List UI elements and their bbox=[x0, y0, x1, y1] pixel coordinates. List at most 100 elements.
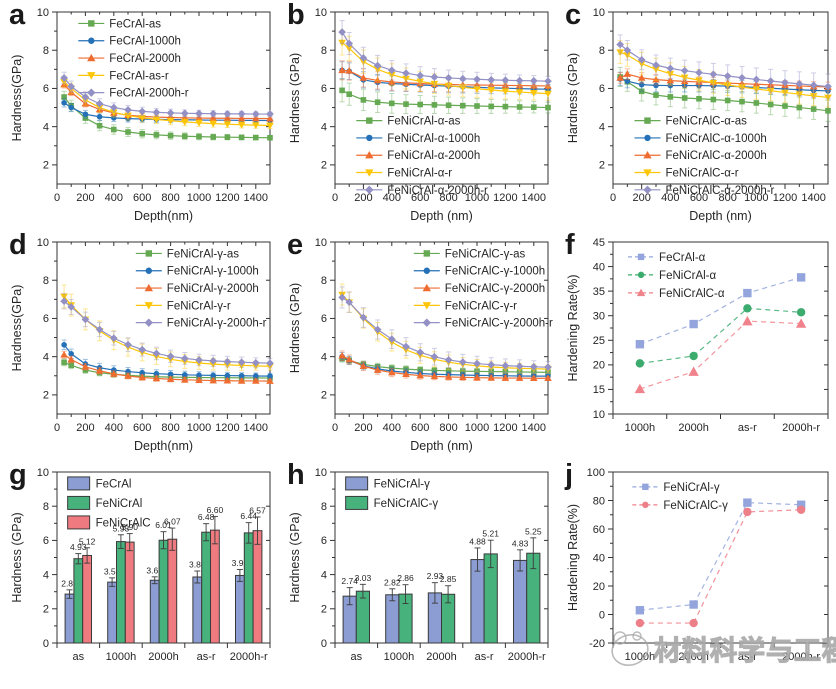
svg-text:1200: 1200 bbox=[215, 192, 239, 204]
svg-text:Hardening Rate(%): Hardening Rate(%) bbox=[566, 275, 580, 382]
svg-text:0: 0 bbox=[54, 192, 60, 204]
series-FeNiCrAlC: 5.12 5.90 6.07 6.60 6.57 bbox=[79, 505, 266, 644]
svg-text:80: 80 bbox=[593, 495, 605, 507]
svg-text:600: 600 bbox=[133, 422, 151, 434]
panel-f: 10 15 20 25 30 35 40 45 1000h 2000h as-r 2000h-r Har… bbox=[556, 230, 836, 460]
panel-f-letter: f bbox=[565, 229, 575, 261]
series-FeNiCrAlC-γ bbox=[635, 505, 806, 628]
series-FeNiCrAlC-α bbox=[634, 315, 807, 394]
error-bar bbox=[169, 527, 176, 551]
svg-text:8: 8 bbox=[321, 275, 327, 287]
legend: FeNiCrAl-γ FeNiCrAlC-γ bbox=[632, 482, 728, 512]
panel-d: 2 4 6 8 10 0 200 400 600 800 1000 1200 1400 Depth(nm)… bbox=[0, 230, 278, 460]
svg-text:6: 6 bbox=[321, 83, 327, 95]
error-bar bbox=[236, 568, 243, 582]
tick-labels: -20 0 20 40 60 80 100 1000h 2000h as-r 2000h-r bbox=[587, 467, 821, 663]
svg-text:1000h: 1000h bbox=[384, 651, 415, 663]
panel-h-letter: h bbox=[287, 459, 305, 491]
svg-text:1000: 1000 bbox=[465, 192, 489, 204]
svg-text:FeNiCrAl-α-r: FeNiCrAl-α-r bbox=[387, 168, 452, 180]
svg-text:6: 6 bbox=[43, 535, 49, 547]
svg-text:FeNiCrAl-γ-2000h: FeNiCrAl-γ-2000h bbox=[167, 283, 259, 295]
svg-text:FeNiCrAlC-α-2000h-r: FeNiCrAlC-α-2000h-r bbox=[666, 185, 775, 197]
svg-text:as-r: as-r bbox=[197, 651, 216, 663]
svg-text:25: 25 bbox=[593, 335, 605, 347]
bar-value-label: 3.86 bbox=[189, 560, 206, 570]
bar-value-label: 5.25 bbox=[525, 526, 542, 536]
svg-text:60: 60 bbox=[593, 524, 605, 536]
svg-text:FeCrAl-1000h: FeCrAl-1000h bbox=[109, 36, 181, 48]
tick-labels: 2 4 6 8 10 0 200 400 600 800 1000 1200 1400 bbox=[593, 7, 826, 204]
axis-titles: Hardening Rate(%) bbox=[566, 504, 580, 611]
axes-frame bbox=[52, 11, 271, 189]
axes-frame bbox=[608, 241, 829, 419]
bar-value-label: 3.03 bbox=[355, 573, 372, 583]
tick-labels: 10 15 20 25 30 35 40 45 1000h 2000h as-r 2000h-r bbox=[593, 237, 821, 434]
series-FeNiCrAlC-γ: 3.03 2.86 2.85 5.21 5.25 bbox=[355, 526, 542, 644]
panel-d-letter: d bbox=[9, 229, 27, 261]
svg-text:400: 400 bbox=[105, 192, 123, 204]
svg-text:Hardening Rate(%): Hardening Rate(%) bbox=[566, 504, 580, 611]
svg-text:40: 40 bbox=[593, 552, 605, 564]
axis-titles: Depth(nm) Hardness(GPa) bbox=[10, 285, 193, 453]
svg-text:400: 400 bbox=[383, 422, 401, 434]
svg-text:1200: 1200 bbox=[493, 422, 517, 434]
svg-text:FeNiCrAlC-γ: FeNiCrAlC-γ bbox=[374, 498, 439, 510]
svg-text:20: 20 bbox=[593, 581, 605, 593]
error-bar bbox=[487, 539, 494, 569]
svg-text:Hardness (GPa): Hardness (GPa) bbox=[288, 512, 302, 602]
axis-titles: Depth (nm) Hardness (GPa) bbox=[288, 53, 473, 223]
legend: FeCrAl-α FeNiCrAl-α FeNiCrAlC-α bbox=[628, 252, 725, 300]
panel-b-plot: 2 4 6 8 10 0 200 400 600 800 1000 1200 1400 Depth (nm… bbox=[288, 7, 552, 223]
svg-text:FeNiCrAlC-α-r: FeNiCrAlC-α-r bbox=[666, 168, 739, 180]
svg-text:2: 2 bbox=[321, 390, 327, 402]
error-bar bbox=[126, 533, 133, 552]
bar-value-label: 3.56 bbox=[104, 566, 121, 576]
axis-titles: Hardness (GPa) bbox=[288, 512, 302, 602]
tick-labels: 2 4 6 8 10 0 200 400 600 800 1000 1200 1400 bbox=[315, 237, 546, 434]
svg-text:as: as bbox=[72, 651, 84, 663]
error-bar bbox=[254, 516, 261, 545]
svg-text:8: 8 bbox=[321, 45, 327, 57]
panel-j-plot: -20 0 20 40 60 80 100 1000h 2000h as-r 2000h-r Hard… bbox=[566, 467, 829, 663]
error-bar bbox=[203, 523, 210, 542]
svg-text:Depth (nm): Depth (nm) bbox=[689, 209, 752, 223]
bar-value-label: 2.85 bbox=[440, 574, 457, 584]
panel-j-letter: j bbox=[565, 459, 574, 491]
svg-text:FeCrAl: FeCrAl bbox=[96, 478, 132, 490]
svg-text:1000h: 1000h bbox=[625, 422, 656, 434]
svg-text:4: 4 bbox=[321, 121, 327, 133]
tick-labels: 2 4 6 8 10 0 200 400 600 800 1000 1200 1400 bbox=[37, 237, 268, 434]
svg-text:1400: 1400 bbox=[522, 422, 546, 434]
svg-text:35: 35 bbox=[593, 286, 605, 298]
error-bar bbox=[402, 584, 409, 604]
svg-text:FeNiCrAl-γ-as: FeNiCrAl-γ-as bbox=[167, 248, 239, 260]
tick-labels: 2 4 6 8 10 0 200 400 600 800 1000 1200 1400 bbox=[37, 7, 268, 204]
svg-text:8: 8 bbox=[43, 501, 49, 513]
svg-text:2: 2 bbox=[321, 160, 327, 172]
svg-text:as-r: as-r bbox=[475, 651, 494, 663]
bar-value-label: 6.01 bbox=[155, 520, 172, 530]
svg-text:FeNiCrAlC: FeNiCrAlC bbox=[96, 517, 151, 529]
svg-text:4: 4 bbox=[43, 569, 49, 581]
bar-value-label: 5.90 bbox=[121, 522, 138, 532]
svg-text:2: 2 bbox=[43, 604, 49, 616]
axis-titles: Hardening Rate(%) bbox=[566, 275, 580, 382]
svg-text:FeCrAl-as-r: FeCrAl-as-r bbox=[109, 70, 169, 82]
svg-text:0: 0 bbox=[54, 422, 60, 434]
series-FeCrAl-α bbox=[635, 273, 806, 349]
bar-value-label: 6.44 bbox=[240, 511, 257, 521]
panel-h: 0 2 4 6 8 10 as 1000h 2000h as-r 2000h-r 2.74 2.82 2.… bbox=[278, 460, 556, 689]
svg-text:2000h: 2000h bbox=[148, 651, 179, 663]
panel-c-letter: c bbox=[565, 0, 582, 31]
svg-text:FeNiCrAl-α-1000h: FeNiCrAl-α-1000h bbox=[387, 133, 480, 145]
error-bar bbox=[211, 515, 218, 545]
bar-value-label: 5.93 bbox=[113, 523, 130, 533]
svg-text:FeCrAl-2000h: FeCrAl-2000h bbox=[109, 53, 181, 65]
tick-labels: 0 2 4 6 8 10 as 1000h 2000h as-r 2000h-r bbox=[37, 467, 268, 663]
svg-text:1400: 1400 bbox=[244, 192, 268, 204]
axes-frame bbox=[330, 11, 549, 189]
series-FeNiCrAl-γ-2000h bbox=[60, 350, 274, 384]
bar-value-label: 4.83 bbox=[512, 538, 529, 548]
svg-text:1000h: 1000h bbox=[625, 651, 656, 663]
